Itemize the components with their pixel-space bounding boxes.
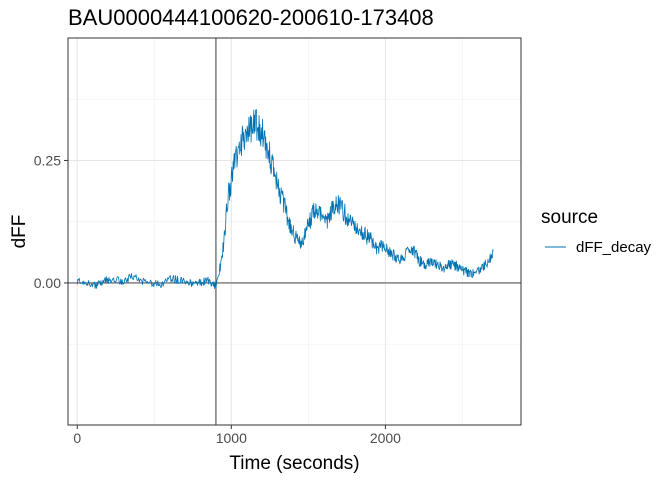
y-tick-label: 0.00	[34, 275, 61, 291]
x-tick-label: 0	[73, 430, 81, 446]
series-line-dff-decay	[76, 109, 494, 289]
legend: source dFF_decay	[541, 207, 652, 256]
series-layer	[76, 109, 494, 289]
y-axis-title: dFF	[9, 215, 30, 249]
legend-title: source	[541, 207, 598, 228]
plot-panel-border	[67, 37, 522, 426]
legend-label-dff-decay: dFF_decay	[576, 239, 652, 256]
chart-title: BAU0000444100620-200610-173408	[68, 5, 434, 30]
reference-lines	[68, 38, 521, 425]
plot-panel	[68, 38, 521, 425]
y-tick-label: 0.25	[34, 152, 61, 168]
x-axis-title: Time (seconds)	[229, 453, 359, 474]
x-tick-label: 1000	[216, 430, 247, 446]
y-axis-ticks: 0.00 0.25	[34, 152, 68, 291]
x-tick-label: 2000	[370, 430, 401, 446]
x-axis-ticks: 0 1000 2000	[73, 425, 401, 446]
